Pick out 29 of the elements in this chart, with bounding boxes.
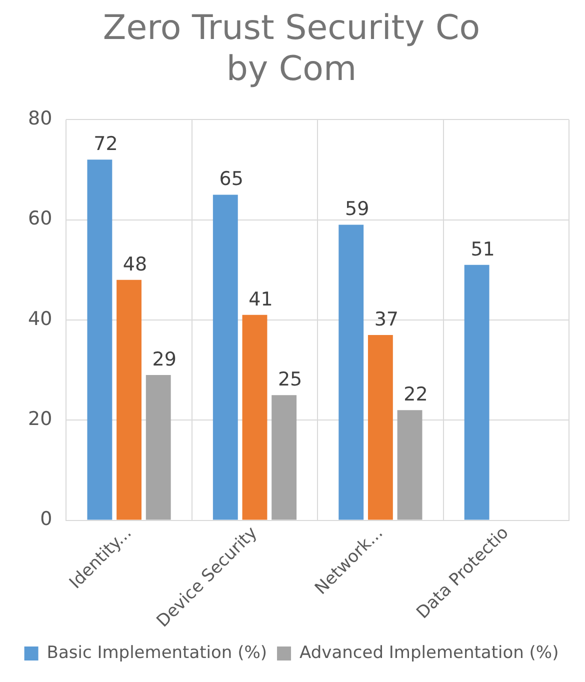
y-tick-label: 20 (28, 408, 52, 430)
bar (397, 410, 422, 520)
data-label: 41 (248, 288, 273, 310)
data-label: 59 (345, 198, 370, 220)
bar (242, 314, 268, 520)
bar (272, 395, 297, 520)
bar (212, 194, 238, 520)
bar (338, 224, 364, 520)
text: by Com (226, 49, 357, 90)
y-tick-label: 0 (40, 508, 52, 530)
y-tick-label: 60 (28, 208, 52, 230)
data-label: 48 (122, 253, 148, 276)
y-tick-label: 80 (28, 108, 52, 130)
bar (464, 264, 490, 520)
data-label: 25 (278, 368, 302, 391)
bar (116, 280, 142, 520)
data-label: 65 (219, 168, 244, 190)
legend-label: Basic Implementation (%) (46, 642, 268, 663)
data-label: 22 (404, 384, 428, 406)
y-tick-label: 40 (28, 308, 52, 330)
legend-label: Advanced Implementation (%) (300, 642, 559, 663)
text: Zero Trust Security Co (102, 8, 480, 48)
bar (146, 375, 171, 520)
data-label: 29 (152, 348, 176, 370)
data-label: 51 (470, 238, 495, 260)
bar (87, 160, 112, 520)
data-label: 72 (94, 133, 118, 156)
data-label: 37 (374, 308, 399, 330)
bar (368, 334, 393, 520)
